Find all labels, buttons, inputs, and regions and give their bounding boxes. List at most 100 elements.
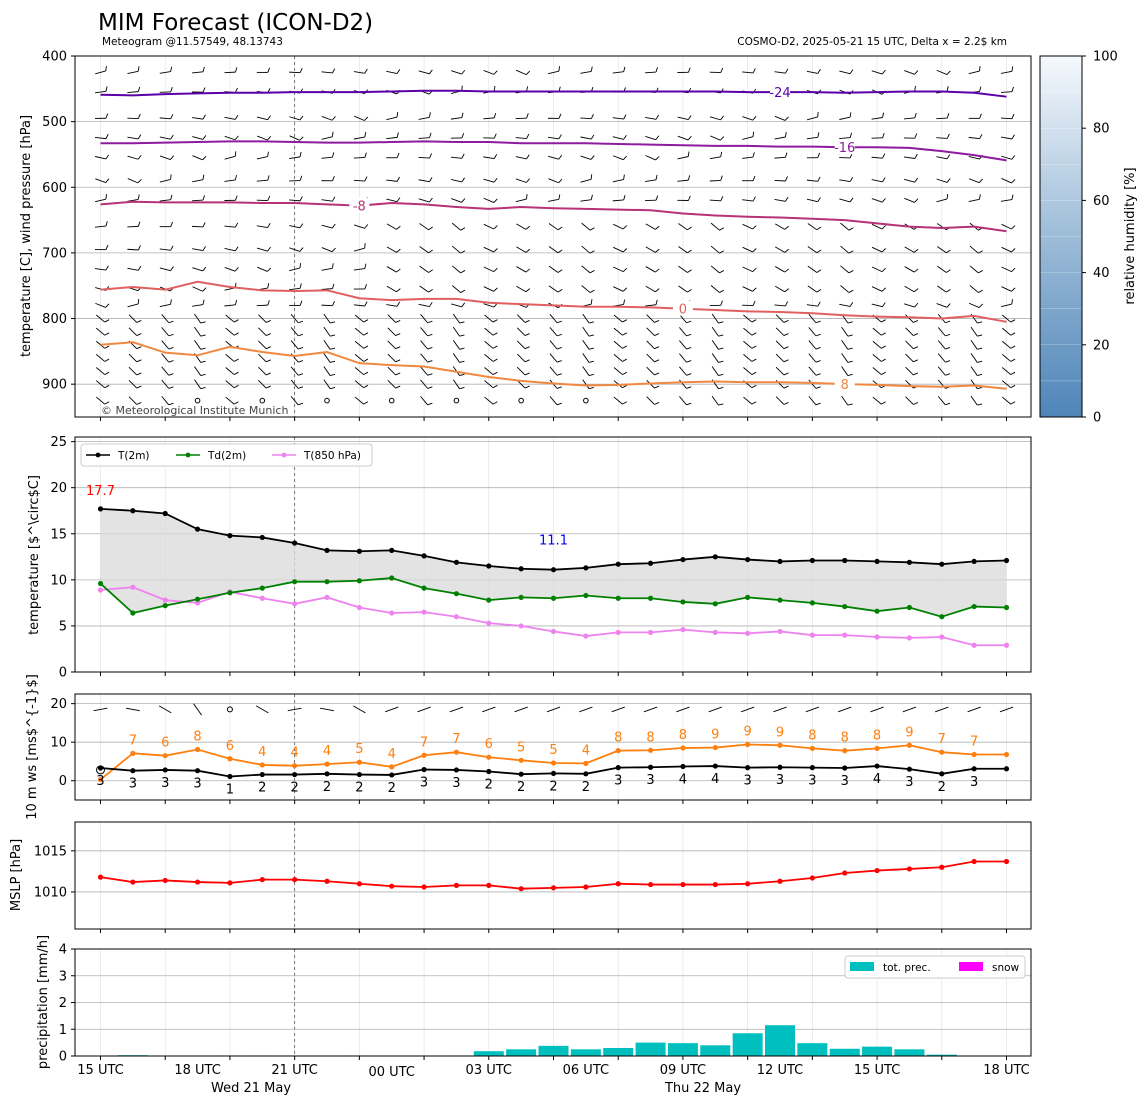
- t850-point: [713, 630, 718, 635]
- gust-label: 9: [905, 725, 913, 740]
- gust-label: 7: [938, 732, 946, 747]
- wind-barb-flag: [526, 194, 527, 199]
- t850-point: [810, 633, 815, 638]
- gust-label: 8: [646, 730, 654, 745]
- wind-barb: [322, 305, 333, 306]
- mslp-point: [292, 877, 297, 882]
- td2m-point: [777, 598, 782, 603]
- mean-wind-point: [421, 767, 426, 772]
- mean-wind-point: [292, 772, 297, 777]
- mslp-ylabel: MSLP [hPa]: [9, 839, 24, 911]
- colorbar-tick-label: 0: [1093, 411, 1101, 426]
- mean-wind-label: 2: [388, 781, 396, 796]
- mean-wind-label: 2: [582, 780, 590, 795]
- gust-point: [324, 762, 329, 767]
- precip-bar: [700, 1045, 730, 1056]
- gust-label: 9: [776, 725, 784, 740]
- td2m-point: [616, 596, 621, 601]
- t2m-point: [680, 557, 685, 562]
- gust-point: [454, 750, 459, 755]
- gust-point: [583, 761, 588, 766]
- mean-wind-label: 2: [485, 777, 493, 792]
- mslp-point: [130, 879, 135, 884]
- gust-label: 4: [582, 743, 590, 758]
- y-tick-label: 0: [59, 774, 67, 789]
- mean-wind-point: [486, 769, 491, 774]
- t850-point: [551, 629, 556, 634]
- t2m-point: [745, 557, 750, 562]
- time-tick-label: 18 UTC: [174, 1063, 220, 1078]
- gust-point: [842, 748, 847, 753]
- colorbar-label: relative humidity [%]: [1123, 167, 1138, 304]
- gust-point: [357, 760, 362, 765]
- mean-wind-point: [874, 763, 879, 768]
- t2m-point: [777, 559, 782, 564]
- td2m-point: [551, 596, 556, 601]
- mean-wind-point: [939, 771, 944, 776]
- wind-barb: [773, 707, 786, 712]
- t850-point: [389, 610, 394, 615]
- wind-barb: [126, 708, 140, 710]
- mean-wind-point: [810, 765, 815, 770]
- time-tick-label: 06 UTC: [563, 1063, 609, 1078]
- wind-barb: [903, 707, 916, 712]
- gust-label: 8: [808, 728, 816, 743]
- time-tick-label: 03 UTC: [466, 1063, 512, 1078]
- mean-wind-label: 3: [970, 775, 978, 790]
- t850-point: [130, 585, 135, 590]
- isotherm-label: -8: [353, 200, 366, 215]
- gust-point: [227, 756, 232, 761]
- wind-barb: [224, 72, 235, 73]
- t2m-point: [842, 558, 847, 563]
- mslp-point: [357, 881, 362, 886]
- precip-bar: [894, 1049, 924, 1056]
- gust-label: 4: [323, 744, 331, 759]
- mean-wind-label: 3: [905, 775, 913, 790]
- copyright-note: © Meteorological Institute Munich: [101, 404, 288, 417]
- t2m-point: [260, 535, 265, 540]
- time-tick-label: 00 UTC: [368, 1065, 414, 1080]
- y-tick-label: 10: [50, 573, 67, 588]
- mean-wind-label: 2: [549, 779, 557, 794]
- gust-point: [907, 743, 912, 748]
- mslp-point: [648, 882, 653, 887]
- gust-label: 5: [517, 740, 525, 755]
- precip-bar: [797, 1043, 827, 1056]
- gust-point: [680, 745, 685, 750]
- wind-barb-flag: [365, 243, 366, 248]
- wind-barb: [450, 707, 463, 712]
- t2m-point: [648, 561, 653, 566]
- y-tick-label: 0: [59, 1050, 67, 1065]
- td2m-point: [1004, 605, 1009, 610]
- wind-barb: [709, 707, 722, 712]
- time-tick-label: 12 UTC: [757, 1063, 803, 1078]
- y-tick-label: 1: [59, 1023, 67, 1038]
- y-tick-label: 15: [50, 527, 67, 542]
- gust-point: [130, 751, 135, 756]
- chart-subtitle-right: COSMO-D2, 2025-05-21 15 UTC, Delta x = 2…: [737, 36, 1007, 48]
- mslp-point: [777, 879, 782, 884]
- gust-label: 8: [841, 731, 849, 746]
- y-tick-label: 20: [50, 697, 67, 712]
- y-tick-label: 3: [59, 969, 67, 984]
- y-tick-label: 900: [42, 378, 67, 393]
- gust-point: [810, 746, 815, 751]
- mean-wind-label: 3: [614, 774, 622, 789]
- t2m-point: [389, 548, 394, 553]
- isotherm-label: -24: [769, 86, 790, 101]
- mean-wind-label: 4: [679, 772, 687, 787]
- t850-point: [583, 633, 588, 638]
- t850-point: [939, 634, 944, 639]
- mslp-point: [260, 877, 265, 882]
- gust-point: [939, 750, 944, 755]
- t850-point: [745, 631, 750, 636]
- t2m-point: [227, 533, 232, 538]
- t850-point: [98, 587, 103, 592]
- mslp-point: [195, 879, 200, 884]
- mslp-point: [98, 875, 103, 880]
- y-tick-label: 10: [50, 736, 67, 751]
- t2m-point: [195, 527, 200, 532]
